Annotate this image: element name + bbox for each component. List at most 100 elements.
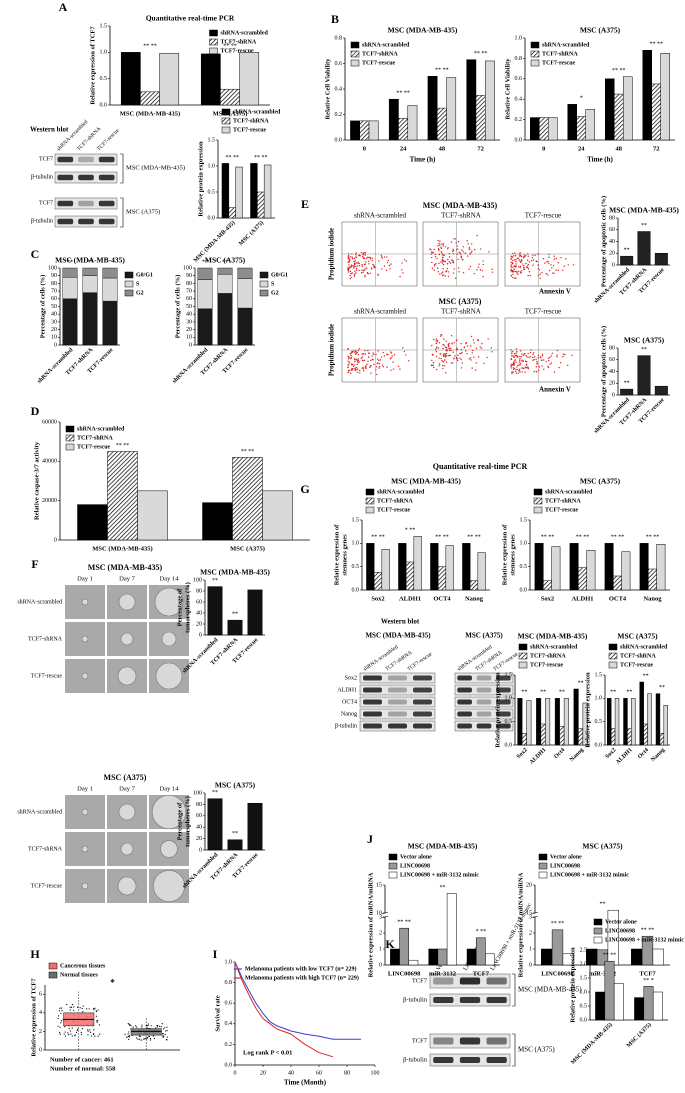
flow-dot: [362, 359, 364, 362]
flow-dot: [449, 262, 452, 265]
flow-dot: [522, 367, 525, 370]
flow-dot: [347, 366, 349, 369]
label: TCF7: [412, 977, 428, 984]
flow-dot: [548, 262, 550, 264]
y-tick-label: 30: [186, 319, 192, 325]
blot-band: [57, 156, 74, 163]
flow-dot: [355, 256, 357, 259]
flow-dot: [526, 367, 528, 369]
blot-strip: [359, 696, 436, 708]
legend-label: TCF7-shRNA: [362, 51, 398, 57]
significance: ** **: [254, 155, 268, 161]
flow-dot: [349, 369, 351, 372]
bar-segment: [217, 273, 233, 294]
flow-dot: [430, 256, 433, 259]
flow-dot: [516, 368, 519, 371]
sphere: [81, 882, 89, 890]
legend-label: G2: [271, 290, 279, 296]
bar: [604, 960, 615, 1021]
flow-dot: [510, 269, 512, 272]
legend-swatch: [221, 108, 231, 116]
flow-dot: [347, 348, 349, 350]
blot-strip: [54, 197, 118, 210]
bar: [539, 117, 549, 141]
bar: [623, 76, 633, 141]
y-tick-label: 0.0: [515, 137, 523, 143]
chart-title: MSC (MDA-MB-435): [55, 256, 125, 265]
bar: [614, 93, 624, 141]
flow-dot: [459, 357, 461, 359]
flow-dot: [553, 258, 555, 260]
legend-label: G2: [136, 290, 144, 296]
bar: [654, 253, 668, 266]
bar: [551, 929, 564, 966]
y-tick-label: 50: [186, 304, 192, 310]
bar: [200, 53, 221, 106]
significance: **: [521, 690, 527, 696]
jitter-point: [82, 1005, 84, 1007]
label: Annexin V: [539, 386, 571, 394]
axis-break: [382, 913, 388, 917]
flow-dot: [465, 341, 467, 344]
flow-dot: [515, 370, 517, 373]
bar: [536, 698, 542, 746]
y-tick-label: 100: [48, 265, 57, 271]
bar: [654, 385, 668, 396]
jitter-point: [61, 1010, 63, 1012]
bar: [462, 543, 471, 591]
flow-dot: [537, 253, 539, 255]
jitter-point: [59, 1031, 61, 1034]
flow-dot: [447, 345, 450, 347]
legend-label: TCF7-rescue: [362, 60, 396, 66]
flow-dot: [372, 263, 374, 266]
sphere: [120, 632, 134, 646]
jitter-point: [98, 1024, 101, 1026]
flow-dot: [350, 355, 352, 357]
significance: ** **: [650, 42, 664, 48]
significance: ** **: [467, 535, 481, 541]
flow-dot: [347, 369, 350, 372]
y-tick-label: 20: [186, 327, 192, 333]
flow-dot: [522, 360, 525, 362]
flow-dot: [361, 265, 363, 267]
blot-band: [486, 977, 507, 985]
chart-title: MSC (A375): [582, 842, 623, 851]
y-tick-label: 20000: [42, 498, 57, 504]
significance: **: [626, 690, 632, 696]
label: TCF7: [412, 1037, 428, 1044]
y-tick-label: 3: [379, 914, 382, 920]
significance: **: [202, 259, 208, 265]
flow-dot: [355, 369, 358, 371]
flow-dot: [444, 355, 446, 357]
bar: [227, 839, 243, 851]
flow-dot: [360, 272, 363, 274]
flow-dot: [440, 333, 442, 336]
y-tick-label: 1.0: [208, 163, 216, 169]
bar: [220, 88, 240, 106]
jitter-point: [160, 1026, 162, 1028]
legend-label: shRNA-scrambled: [545, 489, 593, 495]
significance: **: [87, 259, 93, 265]
significance: ** **: [435, 68, 449, 74]
flow-dot: [548, 253, 550, 256]
flow-dot: [358, 264, 361, 267]
flow-dot: [355, 269, 358, 271]
jitter-point: [149, 1039, 152, 1041]
jitter-point: [147, 1023, 150, 1025]
bar: [235, 166, 243, 219]
flow-dot: [353, 257, 356, 259]
legend-label: LINC00698: [400, 863, 430, 869]
flow-dot: [367, 356, 370, 358]
x-tick-label: Sox2: [371, 595, 384, 602]
significance: **: [600, 902, 606, 908]
blot-band: [433, 1037, 454, 1045]
chart-title: MSC (MDA-MB-435): [408, 842, 478, 851]
jitter-point: [86, 1008, 88, 1010]
bar: [427, 76, 438, 141]
y-axis-label: Relative expression of: [501, 524, 508, 585]
legend-swatch: [221, 117, 231, 125]
flow-dot: [443, 259, 445, 262]
flow-dot: [442, 367, 444, 370]
flow-dot: [367, 256, 369, 259]
legend-label: S: [136, 281, 140, 287]
